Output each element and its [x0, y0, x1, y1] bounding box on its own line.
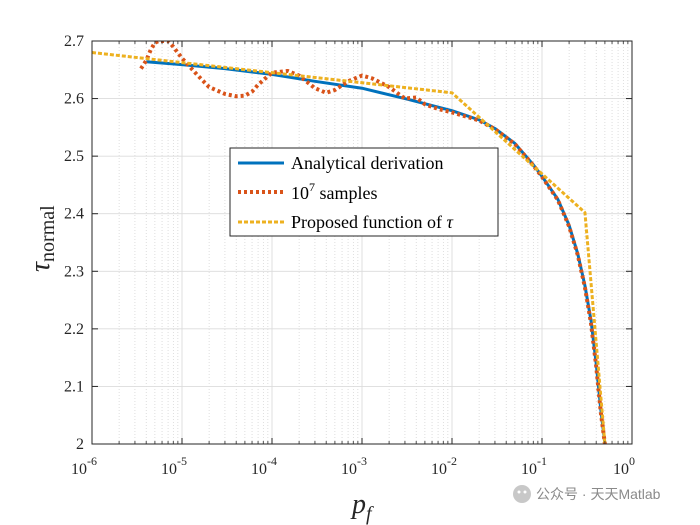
legend: Analytical derivation 107 samples Propos… [229, 147, 499, 237]
legend-proposed-rest: Proposed function of [291, 212, 446, 232]
legend-label-proposed: Proposed function of τ [291, 212, 453, 232]
x-tick-label: 10-5 [161, 454, 187, 478]
legend-samples-exp: 7 [309, 180, 315, 194]
x-axis-label-main: p [350, 489, 366, 520]
y-tick-label: 2.4 [64, 206, 84, 223]
legend-label-analytical: Analytical derivation [291, 153, 443, 173]
y-axis-label: τnormal [25, 205, 59, 272]
watermark: 公众号 · 天天Matlab [513, 485, 661, 503]
x-tick-label-base: 10 [71, 461, 87, 478]
watermark-icon [513, 485, 531, 503]
legend-samples-base: 10 [291, 183, 309, 203]
y-tick-label: 2.6 [64, 91, 84, 108]
y-axis-label-main: τ [25, 261, 56, 272]
series-line-3 [92, 51, 607, 444]
y-tick-label: 2.2 [64, 321, 84, 338]
watermark-icon-eye-left [517, 490, 521, 494]
watermark-text: 公众号 · 天天Matlab [536, 486, 661, 502]
x-tick-label-exp: -2 [447, 454, 457, 468]
series-layer [92, 41, 607, 444]
x-axis-label-sub: f [366, 503, 374, 525]
y-axis-label-sub: normal [37, 205, 59, 262]
x-tick-label-base: 10 [613, 461, 629, 478]
x-tick-label: 10-1 [521, 454, 547, 478]
x-tick-label-exp: -4 [267, 454, 277, 468]
x-tick-label-base: 10 [161, 461, 177, 478]
legend-label-samples: 107 samples [291, 180, 378, 203]
x-tick-label-exp: -6 [87, 454, 97, 468]
y-tick-label: 2.7 [64, 33, 84, 50]
x-tick-label: 10-6 [71, 454, 97, 478]
x-tick-label-exp: -5 [177, 454, 187, 468]
x-tick-label: 100 [613, 454, 635, 478]
x-tick-label-base: 10 [251, 461, 267, 478]
x-tick-label: 10-2 [431, 454, 457, 478]
minor-grid [118, 41, 629, 444]
tick-layer: 10-6 10-5 10-4 10-3 10-2 10-1 10022.12.22.32.4… [64, 33, 635, 478]
watermark-icon-eye-right [523, 490, 527, 494]
y-tick-label: 2 [76, 436, 84, 453]
x-axis-label: pf [350, 489, 374, 525]
x-tick-label: 10-3 [341, 454, 367, 478]
series-line-1 [146, 60, 607, 444]
x-tick-label-exp: -1 [537, 454, 547, 468]
legend-proposed-symbol: τ [446, 212, 453, 232]
y-tick-label: 2.3 [64, 263, 84, 280]
legend-samples-rest: samples [315, 183, 378, 203]
x-tick-label: 10-4 [251, 454, 277, 478]
y-tick-label: 2.1 [64, 378, 84, 395]
x-tick-label-base: 10 [431, 461, 447, 478]
x-tick-label-base: 10 [341, 461, 357, 478]
x-tick-label-exp: -3 [357, 454, 367, 468]
x-tick-label-base: 10 [521, 461, 537, 478]
x-tick-label-exp: 0 [629, 454, 635, 468]
y-tick-label: 2.5 [64, 148, 84, 165]
